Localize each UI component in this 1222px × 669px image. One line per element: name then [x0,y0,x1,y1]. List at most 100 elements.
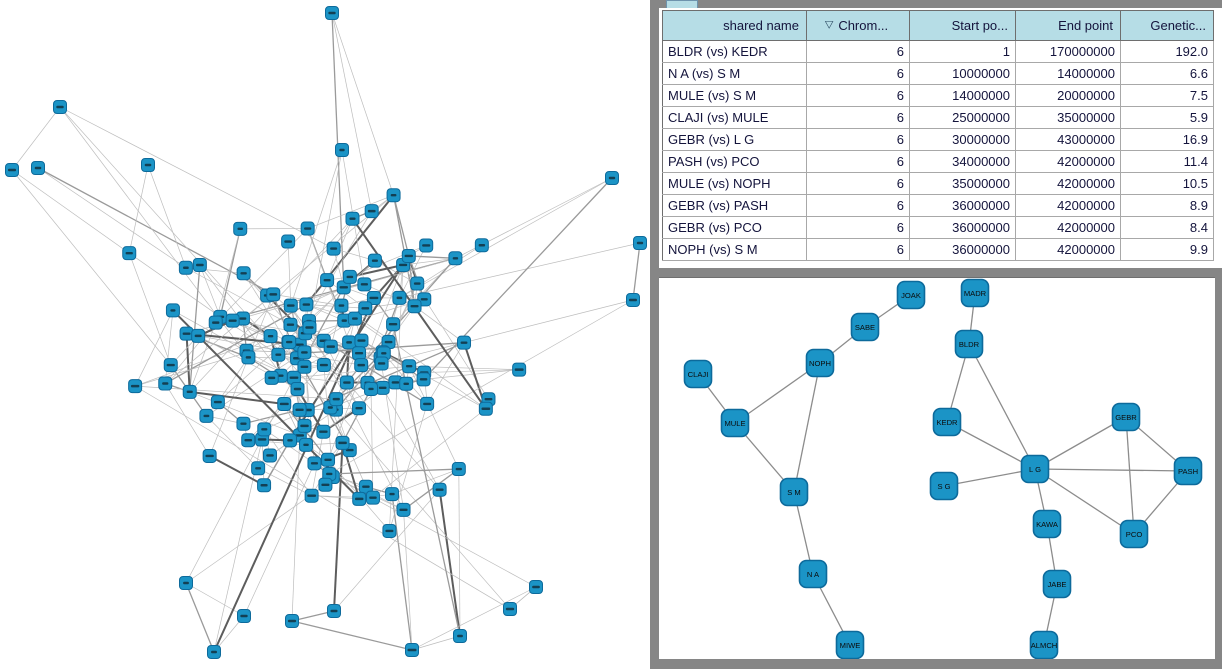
network-node[interactable] [358,301,373,316]
network-node-almch[interactable]: ALMCH [1029,630,1059,660]
network-node[interactable] [358,479,373,494]
network-node[interactable] [179,576,193,590]
network-node[interactable] [158,376,173,391]
cell-value[interactable]: 6 [806,40,910,63]
cell-value[interactable]: 42000000 [1015,216,1121,239]
network-node[interactable] [302,320,317,335]
network-node-n-a[interactable]: N A [798,559,828,589]
network-node[interactable] [264,370,279,385]
network-node[interactable] [419,238,434,253]
network-node-miwe[interactable]: MIWE [835,630,865,660]
network-node[interactable] [386,188,401,203]
cell-shared-name[interactable]: PASH (vs) PCO [662,150,807,173]
network-node[interactable] [633,236,647,250]
network-node[interactable] [277,396,292,411]
network-node[interactable] [451,462,466,477]
network-node-s-g[interactable]: S G [929,471,959,501]
cell-value[interactable]: 6 [806,216,910,239]
network-node[interactable] [290,381,305,396]
network-node-kedr[interactable]: KEDR [932,407,962,437]
network-node[interactable] [364,204,379,219]
attribute-table[interactable]: shared name ▽ Chrom... Start po... End point… [662,10,1214,261]
network-node[interactable] [448,251,463,266]
table-row[interactable]: GEBR (vs) L G 6 30000000 43000000 16.9 [662,128,1214,151]
network-node[interactable] [163,358,178,373]
network-node-joak[interactable]: JOAK [896,280,926,310]
network-node[interactable] [283,317,298,332]
cell-value[interactable]: 5.9 [1120,106,1214,129]
network-node[interactable] [304,488,319,503]
network-node[interactable] [266,287,281,302]
cell-value[interactable]: 192.0 [1120,40,1214,63]
cell-value[interactable]: 42000000 [1015,194,1121,217]
cell-value[interactable]: 35000000 [1015,106,1121,129]
column-header-start-po-[interactable]: Start po... [909,10,1016,41]
network-node[interactable] [241,433,256,448]
network-node[interactable] [352,346,367,361]
network-node[interactable] [407,299,422,314]
network-node[interactable] [605,171,619,185]
network-node[interactable] [345,211,360,226]
network-node[interactable] [357,277,372,292]
network-node[interactable] [318,477,333,492]
network-node-pco[interactable]: PCO [1119,519,1149,549]
cell-value[interactable]: 43000000 [1015,128,1121,151]
column-header-end-point[interactable]: End point [1015,10,1121,41]
table-row[interactable]: GEBR (vs) PCO 6 36000000 42000000 8.4 [662,216,1214,239]
cell-shared-name[interactable]: GEBR (vs) PCO [662,216,807,239]
network-node[interactable] [53,100,67,114]
network-node[interactable] [208,315,223,330]
network-node[interactable] [325,6,339,20]
cell-value[interactable]: 8.9 [1120,194,1214,217]
network-node[interactable] [503,602,517,616]
network-node[interactable] [347,311,362,326]
network-node[interactable] [297,418,312,433]
network-node[interactable] [128,379,143,394]
network-node[interactable] [342,335,357,350]
network-node[interactable] [321,452,336,467]
cell-value[interactable]: 11.4 [1120,150,1214,173]
network-node[interactable] [323,339,338,354]
network-node-noph[interactable]: NOPH [805,348,835,378]
cell-value[interactable]: 7.5 [1120,84,1214,107]
table-row[interactable]: NOPH (vs) S M 6 36000000 42000000 9.9 [662,238,1214,261]
network-node[interactable] [257,422,272,437]
network-node[interactable] [375,380,390,395]
cell-value[interactable]: 14000000 [909,84,1016,107]
network-node-gebr[interactable]: GEBR [1111,402,1141,432]
network-node[interactable] [326,241,341,256]
network-node[interactable] [182,384,197,399]
network-node[interactable] [478,401,493,416]
cell-value[interactable]: 6.6 [1120,62,1214,85]
network-node[interactable] [141,158,155,172]
network-node[interactable] [399,376,414,391]
table-row[interactable]: CLAJI (vs) MULE 6 25000000 35000000 5.9 [662,106,1214,129]
network-node[interactable] [202,448,217,463]
table-row[interactable]: MULE (vs) NOPH 6 35000000 42000000 10.5 [662,172,1214,195]
cell-value[interactable]: 34000000 [909,150,1016,173]
cell-value[interactable]: 1 [909,40,1016,63]
network-node[interactable] [402,359,417,374]
network-node[interactable] [342,269,357,284]
network-node[interactable] [337,313,352,328]
network-node[interactable] [251,461,266,476]
network-node[interactable] [327,604,341,618]
filter-icon[interactable]: ▽ [824,19,834,31]
cell-value[interactable]: 6 [806,128,910,151]
network-node[interactable] [385,487,400,502]
network-node[interactable] [299,297,314,312]
table-row[interactable]: GEBR (vs) PASH 6 36000000 42000000 8.9 [662,194,1214,217]
cell-value[interactable]: 42000000 [1015,172,1121,195]
table-row[interactable]: PASH (vs) PCO 6 34000000 42000000 11.4 [662,150,1214,173]
cell-value[interactable]: 6 [806,150,910,173]
network-node[interactable] [237,609,251,623]
network-node[interactable] [352,401,367,416]
network-node[interactable] [236,416,251,431]
cell-value[interactable]: 6 [806,238,910,261]
cell-value[interactable]: 6 [806,106,910,129]
network-node[interactable] [334,298,349,313]
network-node-jabe[interactable]: JABE [1042,569,1072,599]
network-node[interactable] [236,266,251,281]
network-node-mule[interactable]: MULE [720,408,750,438]
network-node[interactable] [297,345,312,360]
